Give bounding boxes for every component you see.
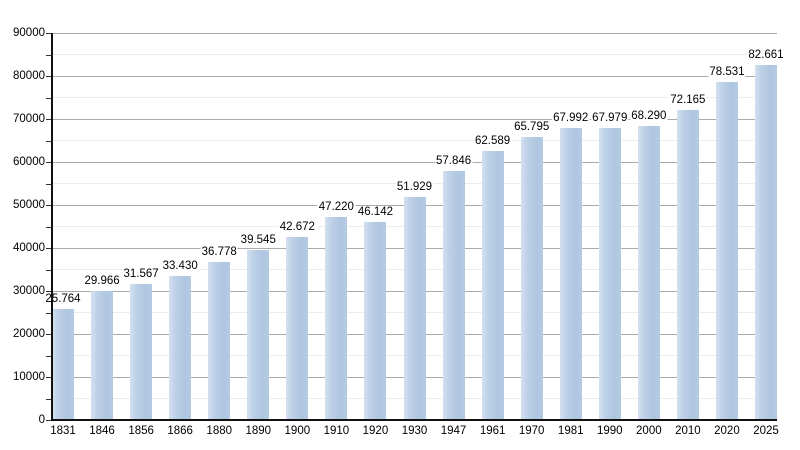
y-tick-label: 80000 <box>13 70 45 82</box>
x-tick-label-1981: 1981 <box>557 425 584 437</box>
y-tick-label: 0 <box>38 414 45 426</box>
y-tick-label: 60000 <box>13 156 45 168</box>
y-axis-tick <box>46 33 51 34</box>
y-axis-tick <box>46 140 51 142</box>
value-label-1930: 51.929 <box>395 180 434 194</box>
bar-1866 <box>169 276 192 420</box>
y-axis-tick <box>46 355 51 357</box>
y-axis-tick <box>46 119 51 120</box>
y-axis-tick <box>46 291 51 292</box>
value-label-1961: 62.589 <box>474 134 512 148</box>
minor-gridline <box>52 140 777 141</box>
bar-1831 <box>52 309 74 420</box>
bar-1890 <box>247 249 270 420</box>
value-label-2020: 78.531 <box>708 66 746 80</box>
y-tick-label: 50000 <box>13 199 45 211</box>
bar-1846 <box>91 291 114 420</box>
x-tick-label-1890: 1890 <box>245 425 272 437</box>
value-label-2025: 82.661 <box>747 48 785 62</box>
x-tick-label-1846: 1846 <box>89 425 115 437</box>
value-label-1866: 33.430 <box>161 260 199 274</box>
y-tick-label: 10000 <box>13 371 45 383</box>
value-label-2010: 72.165 <box>669 93 707 107</box>
bar-1856 <box>130 284 153 420</box>
x-tick-label-1920: 1920 <box>362 425 389 437</box>
y-tick-label: 20000 <box>13 328 45 340</box>
y-axis-tick <box>46 398 51 400</box>
major-gridline <box>52 75 777 77</box>
x-tick-label-1831: 1831 <box>50 425 76 437</box>
y-axis-tick <box>46 183 51 185</box>
y-axis-tick <box>46 248 51 249</box>
bar-1880 <box>208 261 231 420</box>
bar-2025 <box>755 64 777 420</box>
x-tick-label-1880: 1880 <box>206 425 233 437</box>
value-label-1900: 42.672 <box>278 220 316 234</box>
value-label-1920: 46.142 <box>356 205 395 219</box>
minor-gridline <box>52 54 777 55</box>
x-tick-label-2000: 2000 <box>636 425 662 437</box>
major-gridline <box>52 161 777 163</box>
bar-1947 <box>442 171 465 420</box>
bar-1920 <box>364 221 387 420</box>
major-gridline <box>52 32 777 34</box>
y-axis-tick <box>46 377 51 378</box>
minor-gridline <box>52 97 777 98</box>
value-label-1880: 36.778 <box>200 245 238 259</box>
value-label-1846: 29.966 <box>83 275 121 289</box>
x-tick-label-2010: 2010 <box>675 425 701 437</box>
x-tick-label-1930: 1930 <box>401 425 428 437</box>
x-tick-label-1990: 1990 <box>596 425 623 437</box>
x-tick-label-1961: 1961 <box>479 425 506 437</box>
y-axis-tick <box>46 97 51 99</box>
x-tick-label-2020: 2020 <box>714 425 740 437</box>
bar-1970 <box>520 137 543 420</box>
y-axis-tick <box>46 205 51 206</box>
y-tick-label: 30000 <box>13 285 45 297</box>
bar-1930 <box>403 196 426 420</box>
y-axis-tick <box>46 312 51 314</box>
y-axis-tick <box>46 76 51 77</box>
x-tick-label-1970: 1970 <box>518 425 545 437</box>
y-axis-tick <box>46 269 51 271</box>
x-tick-label-1947: 1947 <box>440 425 467 437</box>
x-tick-label-1866: 1866 <box>167 425 193 437</box>
y-axis-tick <box>46 420 51 421</box>
bar-1990 <box>598 127 621 420</box>
value-label-1831: 25.764 <box>44 293 82 307</box>
bar-2000 <box>637 126 660 420</box>
bar-1910 <box>325 216 348 420</box>
x-tick-label-1910: 1910 <box>323 425 350 437</box>
major-gridline <box>52 118 777 120</box>
y-tick-label: 90000 <box>13 27 45 39</box>
value-label-1890: 39.545 <box>239 233 277 247</box>
bar-2020 <box>715 82 738 420</box>
x-axis-line <box>51 419 777 421</box>
bar-1981 <box>559 127 582 420</box>
plot-area: 25.764 29.966 31.567 33.430 36.778 39.545 42.6… <box>44 32 785 420</box>
y-tick-label: 40000 <box>13 242 45 254</box>
bar-1961 <box>481 150 504 420</box>
value-label-1910: 47.220 <box>317 200 355 214</box>
x-tick-label-2025: 2025 <box>753 425 779 437</box>
value-label-2000: 68.290 <box>630 110 668 124</box>
y-axis-tick <box>46 54 51 56</box>
x-tick-label-1900: 1900 <box>284 425 311 437</box>
bar-2010 <box>676 109 699 420</box>
value-label-1856: 31.567 <box>122 268 160 282</box>
y-tick-label: 70000 <box>13 113 45 125</box>
bar-1900 <box>286 236 309 420</box>
y-axis-tick <box>46 334 51 335</box>
y-axis-tick <box>46 226 51 228</box>
y-axis-line <box>51 33 53 421</box>
value-label-1990: 67.979 <box>591 111 629 125</box>
x-tick-label-1856: 1856 <box>128 425 154 437</box>
value-label-1970: 65.795 <box>513 121 551 135</box>
value-label-1981: 67.992 <box>552 111 590 125</box>
value-label-1947: 57.846 <box>434 155 473 169</box>
y-axis-tick <box>46 162 51 163</box>
